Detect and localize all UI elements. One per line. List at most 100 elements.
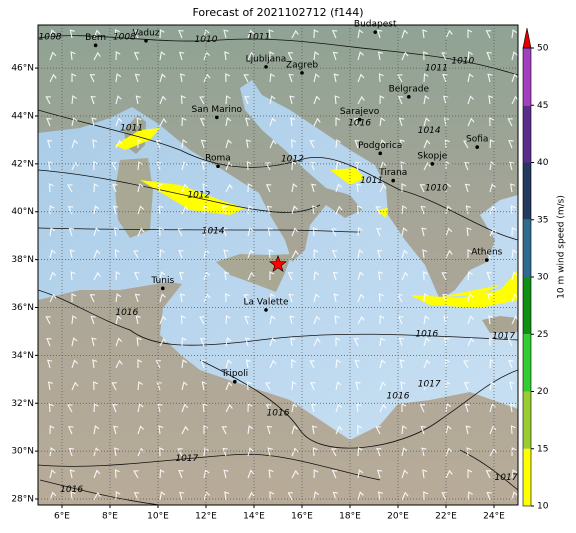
wind-barb: [423, 139, 431, 149]
wind-barb: [93, 205, 100, 215]
wind-barb: [419, 184, 425, 193]
wind-barb: [445, 447, 453, 457]
wind-barb: [331, 448, 337, 457]
wind-barb: [159, 447, 165, 457]
wind-barb: [137, 139, 143, 148]
wind-barb: [398, 337, 405, 347]
wind-barb: [47, 161, 54, 171]
wind-barb: [203, 73, 211, 83]
x-tick-label: 8°E: [102, 512, 118, 522]
city-label: San Marino: [192, 105, 243, 115]
wind-barb: [135, 315, 141, 325]
wind-barb: [511, 95, 518, 105]
wind-barb: [331, 228, 337, 237]
wind-barb: [222, 447, 228, 457]
wind-barb: [111, 382, 117, 391]
wind-barb: [445, 161, 451, 171]
wind-barb: [134, 293, 141, 303]
wind-barb: [423, 117, 430, 127]
wind-barb: [159, 95, 167, 105]
wind-barb: [114, 469, 120, 479]
wind-barb: [489, 359, 495, 369]
wind-barb: [201, 381, 207, 391]
wind-barb: [445, 469, 453, 479]
wind-barb: [313, 249, 319, 259]
wind-barb: [423, 315, 430, 325]
wind-barb: [291, 469, 299, 479]
colorbar-tick-label: 45: [537, 101, 548, 111]
wind-barb: [47, 359, 53, 369]
wind-barb: [485, 30, 491, 39]
wind-barb: [291, 425, 298, 435]
y-tick-label: 42°N: [11, 159, 34, 169]
wind-barb: [247, 491, 255, 501]
wind-barb: [201, 161, 207, 171]
wind-barb: [467, 293, 474, 303]
wind-barb: [181, 359, 188, 369]
wind-barb: [247, 51, 255, 61]
wind-barb: [312, 227, 318, 237]
wind-barb: [357, 249, 364, 259]
wind-barb: [69, 249, 75, 259]
wind-barb: [113, 447, 120, 457]
wind-barb: [47, 381, 54, 391]
wind-barb: [463, 360, 469, 369]
wind-barb: [67, 404, 73, 413]
wind-barb: [377, 491, 384, 501]
wind-barb: [199, 96, 205, 105]
wind-barb: [485, 470, 491, 479]
wind-barb: [443, 95, 449, 105]
isobar-label: 1011: [120, 123, 143, 133]
wind-barb: [356, 183, 362, 193]
wind-barb: [199, 338, 206, 347]
wind-barb: [203, 293, 211, 303]
isobar-label: 1017: [175, 454, 198, 464]
wind-barb: [135, 95, 141, 105]
wind-barb: [400, 161, 406, 171]
wind-barb: [467, 29, 473, 38]
wind-barb: [159, 227, 165, 237]
wind-barb: [179, 293, 186, 303]
isobar-label: 1008: [39, 32, 62, 42]
wind-barb: [313, 51, 320, 61]
wind-barb: [401, 425, 407, 435]
wind-barb: [269, 117, 277, 127]
wind-barb: [224, 271, 230, 281]
wind-barb: [511, 293, 518, 303]
wind-barb: [91, 337, 97, 347]
wind-barb: [422, 249, 428, 259]
wind-barb: [288, 73, 294, 83]
wind-barb: [486, 271, 492, 281]
wind-barb: [267, 447, 273, 457]
wind-barb: [335, 117, 341, 126]
isobar-label: 1017: [418, 380, 441, 390]
wind-barb: [114, 29, 120, 39]
wind-barb: [313, 491, 320, 501]
wind-barb: [357, 205, 363, 215]
isobar-label: 1016: [115, 308, 138, 318]
wind-barb: [115, 139, 123, 149]
isobar-label: 1016: [387, 392, 410, 402]
wind-barb: [507, 338, 513, 347]
wind-barb: [136, 337, 142, 347]
wind-barb: [156, 381, 162, 391]
wind-barb: [331, 250, 338, 259]
wind-barb: [423, 337, 430, 347]
wind-barb: [67, 184, 73, 193]
wind-barb: [291, 205, 298, 215]
wind-barb: [178, 249, 184, 259]
wind-barb: [309, 140, 315, 149]
wind-barb: [400, 381, 406, 391]
wind-barb: [269, 337, 277, 347]
wind-barb: [181, 425, 189, 435]
wind-barb: [179, 271, 185, 281]
colorbar-tick-label: 30: [537, 273, 549, 283]
city-label: Belgrade: [389, 84, 430, 94]
wind-barb: [420, 425, 426, 435]
wind-barb: [401, 469, 409, 479]
wind-barb: [379, 403, 387, 413]
wind-barb: [313, 73, 320, 83]
wind-barb: [113, 205, 119, 215]
wind-fill: [115, 128, 518, 308]
wind-barb: [445, 425, 452, 435]
